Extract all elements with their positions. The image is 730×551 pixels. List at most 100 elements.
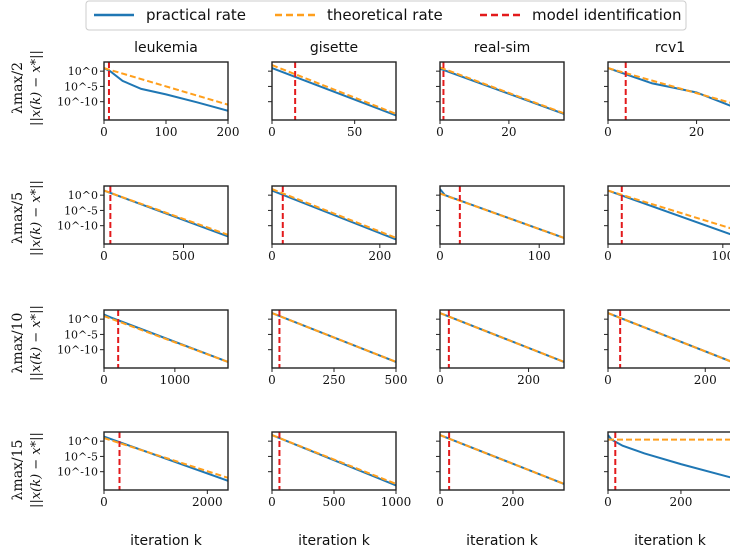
x-tick-label: 0 [436,373,444,387]
panel-frame [271,185,397,245]
x-tick-label: 200 [694,373,717,387]
panel-rcv1-row-1: 0 20 [604,61,730,139]
panel-frame [439,61,565,121]
row-label-1: λmax/2 ||x(k) − x*|| [10,50,44,126]
panel-gisette-row-3: 0 250 500 [268,309,407,387]
x-tick-label: 0 [604,373,612,387]
panel-gisette-row-4: 0 500 1000 [268,431,412,509]
theoretical-rate-line [440,434,564,485]
x-tick-label: 1000 [381,495,412,509]
row-label-2: λmax/5 ||x(k) − x*|| [10,180,44,256]
x-tick-label: 200 [501,495,524,509]
row-ylabel: ||x(k) − x*|| [29,305,44,381]
x-tick-label: 250 [323,373,346,387]
xlabel-col-4: iteration k [634,533,707,549]
x-tick-label: 500 [172,249,195,263]
row-label-4: λmax/15 ||x(k) − x*|| [10,432,44,508]
x-tick-label: 50 [347,125,362,139]
practical-rate-line [272,67,396,117]
row-lambda-label: λmax/2 [10,62,26,114]
legend-item-practical: practical rate [94,6,246,24]
x-tick-label: 0 [100,249,108,263]
theoretical-rate-line [272,312,396,363]
panel-rcv1-row-2: 0 100 [604,185,730,263]
x-tick-label: 0 [436,495,444,509]
x-tick-label: 1000 [160,373,191,387]
legend-item-theoretical: theoretical rate [275,6,443,24]
x-tick-label: 200 [368,249,391,263]
column-title-rcv1: rcv1 [655,40,685,56]
x-tick-label: 0 [268,125,276,139]
legend: practical rate theoretical rate model id… [85,0,687,31]
theoretical-rate-line [440,192,564,239]
xlabel-col-2: iteration k [298,533,371,549]
x-tick-label: 0 [436,125,444,139]
panel-frame [103,185,229,245]
theoretical-rate-line [104,315,228,363]
row-lambda-label: λmax/15 [10,440,26,501]
theoretical-rate-line [104,437,228,479]
panel-frame [607,431,730,491]
theoretical-rate-line [608,189,730,230]
xlabel-col-3: iteration k [466,533,539,549]
x-tick-label: 20 [689,125,704,139]
x-tick-label: 200 [217,125,240,139]
theoretical-rate-line [104,189,228,236]
panel-frame [607,309,730,369]
theoretical-rate-line [104,67,228,106]
panel-frame [439,309,565,369]
column-title-real-sim: real-sim [474,40,530,56]
legend-box [85,0,687,31]
panels: 10^010^-510^-100 100 200 0 50 0 20 0 2010^010^-5… [57,61,730,509]
x-tick-label: 0 [604,495,612,509]
x-tick-label: 0 [100,125,108,139]
panel-frame [439,185,565,245]
panel-frame [607,61,730,121]
panel-leukemia-row-2: 10^0 10^-5 10^-10 0 500 [57,185,229,263]
x-tick-label: 200 [669,495,692,509]
panel-gisette-row-2: 0 200 [268,185,397,263]
x-tick-label: 200 [517,373,540,387]
row-ylabel: ||x(k) − x*|| [29,180,44,256]
y-tick-label: 10^-10 [57,96,98,109]
y-tick-label: 10^-5 [64,204,98,217]
y-tick-label: 10^-10 [57,220,98,233]
y-tick-label: 10^-5 [64,450,98,463]
legend-label-model-identification: model identification [532,6,682,24]
panel-frame [103,431,229,491]
x-tick-label: 100 [711,249,730,263]
x-tick-label: 0 [100,495,108,509]
y-tick-label: 10^-10 [57,344,98,357]
xlabel-col-1: iteration k [130,533,203,549]
panel-leukemia-row-1: 10^0 10^-5 10^-10 0 100 200 [57,61,240,139]
row-label-3: λmax/10 ||x(k) − x*|| [10,305,44,381]
y-tick-label: 10^-5 [64,328,98,341]
practical-rate-line [272,189,396,241]
y-tick-label: 10^0 [68,435,98,448]
theoretical-rate-line [272,188,396,239]
y-tick-label: 10^0 [68,313,98,326]
panel-real-sim-row-2: 0 100 [436,185,565,263]
theoretical-rate-line [440,66,564,115]
row-ylabel: ||x(k) − x*|| [29,432,44,508]
theoretical-rate-line [608,67,730,104]
panel-real-sim-row-1: 0 20 [436,61,565,139]
row-lambda-label: λmax/5 [10,192,26,244]
x-tick-label: 0 [604,125,612,139]
legend-item-model-identification: model identification [480,6,682,24]
practical-rate-line [104,67,228,112]
panel-frame [103,61,229,121]
x-tick-label: 0 [436,249,444,263]
panel-frame [271,61,397,121]
panel-frame [607,185,730,245]
panel-real-sim-row-4: 0 200 [436,431,565,509]
theoretical-rate-line [272,64,396,115]
theoretical-rate-line [608,312,730,363]
panel-rcv1-row-4: 0 200 [604,431,730,509]
x-tick-label: 0 [268,373,276,387]
y-tick-label: 10^0 [68,65,98,78]
practical-rate-line [608,434,730,479]
y-tick-label: 10^-5 [64,80,98,93]
x-tick-label: 0 [268,249,276,263]
panel-rcv1-row-3: 0 200 [604,309,730,387]
